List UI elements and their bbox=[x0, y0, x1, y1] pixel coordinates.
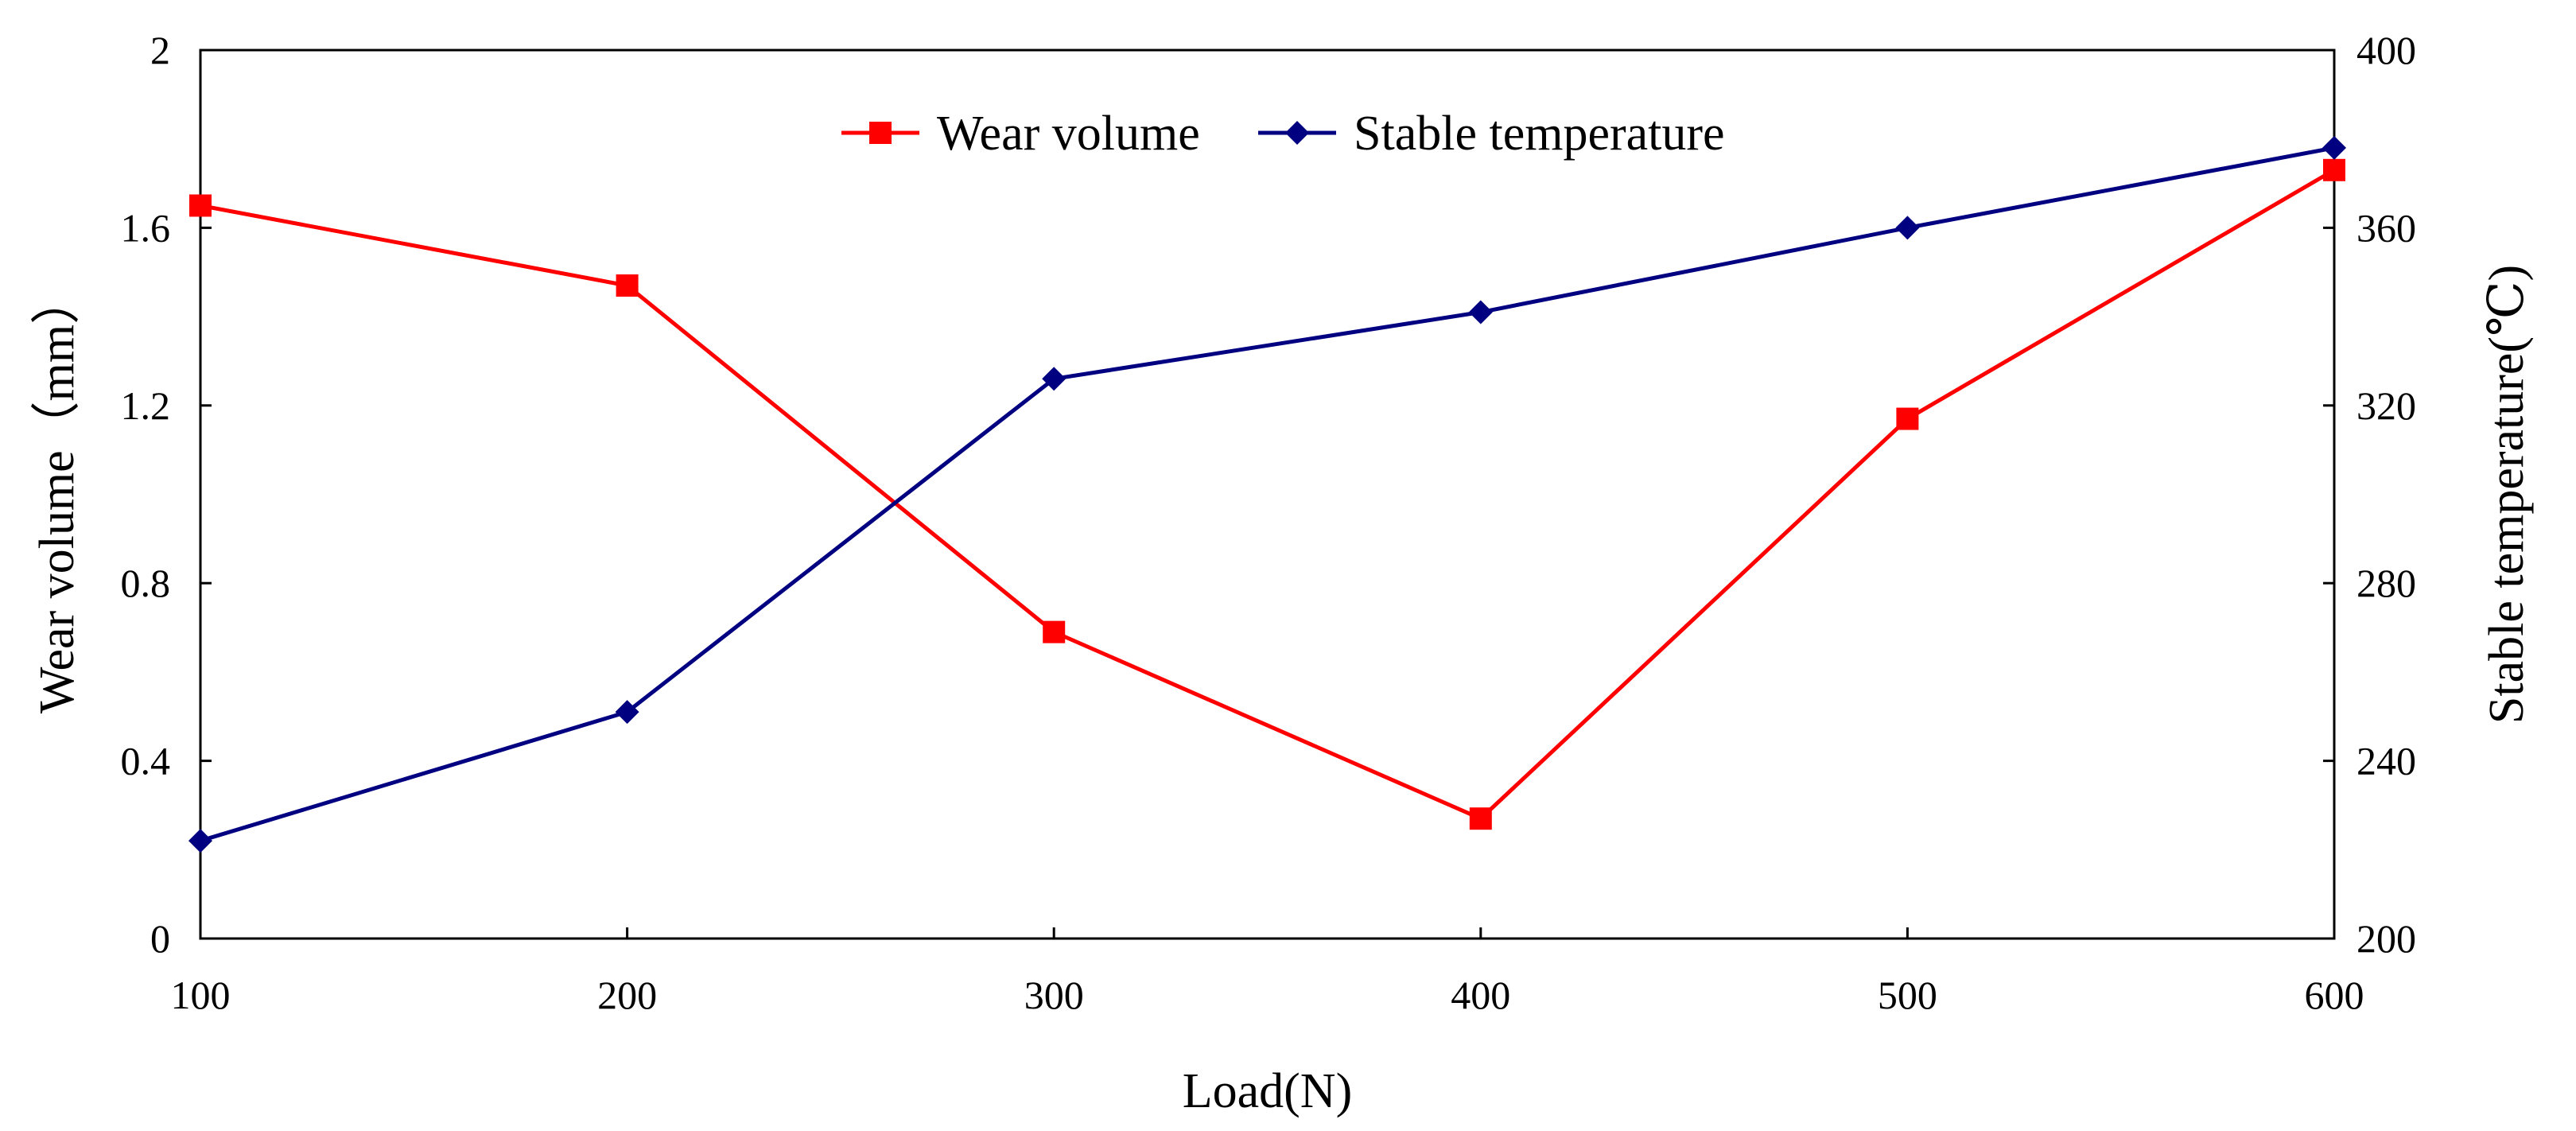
right-y-axis-title: Stable temperature(℃) bbox=[2480, 265, 2534, 724]
left-y-tick-label: 0 bbox=[150, 916, 170, 961]
x-tick-label: 100 bbox=[171, 973, 231, 1017]
left-y-axis-title: Wear volume（mm） bbox=[30, 275, 84, 713]
data-point-wear-volume bbox=[2323, 158, 2345, 181]
plot-frame bbox=[199, 49, 2336, 940]
legend-label: Wear volume bbox=[937, 107, 1200, 161]
right-y-tick-label: 280 bbox=[2356, 561, 2416, 605]
data-point-wear-volume bbox=[1043, 620, 1066, 643]
x-tick-label: 400 bbox=[1451, 973, 1510, 1017]
x-tick-label: 600 bbox=[2305, 973, 2364, 1017]
series-line-wear-volume bbox=[200, 168, 2336, 821]
legend: Wear volume Stable temperature bbox=[841, 107, 1725, 161]
data-point-stable-temperature bbox=[615, 700, 639, 725]
x-tick-label: 300 bbox=[1024, 973, 1084, 1017]
series-layer bbox=[188, 135, 2346, 853]
right-y-tick-label: 240 bbox=[2356, 739, 2416, 783]
data-point-wear-volume bbox=[189, 194, 212, 217]
data-point-stable-temperature bbox=[1895, 216, 1920, 240]
data-point-wear-volume bbox=[1896, 407, 1919, 430]
data-point-stable-temperature bbox=[188, 829, 212, 853]
x-tick-label: 200 bbox=[597, 973, 657, 1017]
left-y-tick-label: 0.8 bbox=[121, 561, 171, 605]
x-tick-label: 500 bbox=[1878, 973, 1937, 1017]
left-y-tick-label: 1.6 bbox=[121, 205, 171, 250]
x-axis-ticks: 100 200 300 400 500 600 bbox=[171, 927, 2364, 1017]
series-stable-temperature bbox=[188, 135, 2346, 853]
left-y-tick-label: 2 bbox=[150, 28, 170, 72]
data-point-stable-temperature bbox=[2322, 135, 2346, 160]
left-y-tick-label: 1.2 bbox=[121, 383, 171, 428]
right-y-tick-label: 360 bbox=[2356, 205, 2416, 250]
data-point-stable-temperature bbox=[1468, 300, 1493, 325]
right-y-tick-label: 400 bbox=[2356, 28, 2416, 72]
legend-item-stable-temperature: Stable temperature bbox=[1258, 107, 1725, 161]
x-axis-title: Load(N) bbox=[1183, 1064, 1352, 1118]
data-point-wear-volume bbox=[1469, 807, 1492, 830]
series-line-stable-temperature bbox=[200, 146, 2335, 843]
legend-marker bbox=[869, 122, 892, 144]
legend-item-wear-volume: Wear volume bbox=[841, 107, 1200, 161]
left-y-axis-ticks: 0 0.4 0.8 1.2 1.6 2 bbox=[121, 28, 212, 961]
right-y-tick-label: 320 bbox=[2356, 383, 2416, 428]
plot-border bbox=[199, 49, 2336, 940]
data-point-wear-volume bbox=[616, 274, 639, 297]
legend-label: Stable temperature bbox=[1354, 107, 1725, 161]
series-wear-volume bbox=[189, 158, 2345, 830]
legend-marker bbox=[1285, 121, 1309, 145]
left-y-tick-label: 0.4 bbox=[121, 739, 171, 783]
right-y-tick-label: 200 bbox=[2356, 916, 2416, 961]
data-point-stable-temperature bbox=[1042, 367, 1067, 391]
right-y-axis-ticks: 200 240 280 320 360 400 bbox=[2323, 28, 2416, 961]
